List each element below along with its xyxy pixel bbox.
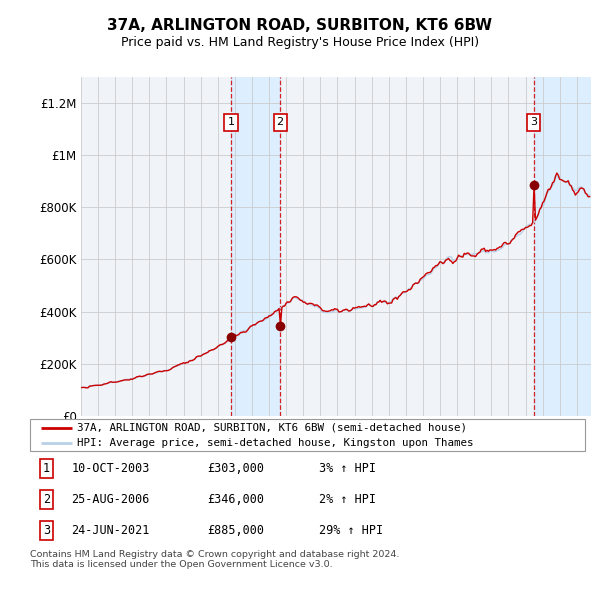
Text: 3: 3 [530, 117, 537, 127]
Text: Contains HM Land Registry data © Crown copyright and database right 2024.
This d: Contains HM Land Registry data © Crown c… [30, 550, 400, 569]
Text: 1: 1 [227, 117, 235, 127]
Text: 2% ↑ HPI: 2% ↑ HPI [319, 493, 376, 506]
Text: £346,000: £346,000 [208, 493, 265, 506]
Text: 24-JUN-2021: 24-JUN-2021 [71, 524, 150, 537]
Text: £885,000: £885,000 [208, 524, 265, 537]
Text: 37A, ARLINGTON ROAD, SURBITON, KT6 6BW: 37A, ARLINGTON ROAD, SURBITON, KT6 6BW [107, 18, 493, 34]
Text: 25-AUG-2006: 25-AUG-2006 [71, 493, 150, 506]
Bar [534, 77, 591, 416]
Text: 1: 1 [43, 462, 50, 475]
Bar [231, 77, 280, 416]
Text: £303,000: £303,000 [208, 462, 265, 475]
Text: Price paid vs. HM Land Registry's House Price Index (HPI): Price paid vs. HM Land Registry's House … [121, 36, 479, 49]
Text: 3% ↑ HPI: 3% ↑ HPI [319, 462, 376, 475]
Text: 2: 2 [277, 117, 284, 127]
Text: 2: 2 [43, 493, 50, 506]
Text: 3: 3 [43, 524, 50, 537]
Text: 37A, ARLINGTON ROAD, SURBITON, KT6 6BW (semi-detached house): 37A, ARLINGTON ROAD, SURBITON, KT6 6BW (… [77, 422, 467, 432]
Text: 29% ↑ HPI: 29% ↑ HPI [319, 524, 383, 537]
Text: HPI: Average price, semi-detached house, Kingston upon Thames: HPI: Average price, semi-detached house,… [77, 438, 473, 448]
Text: 10-OCT-2003: 10-OCT-2003 [71, 462, 150, 475]
